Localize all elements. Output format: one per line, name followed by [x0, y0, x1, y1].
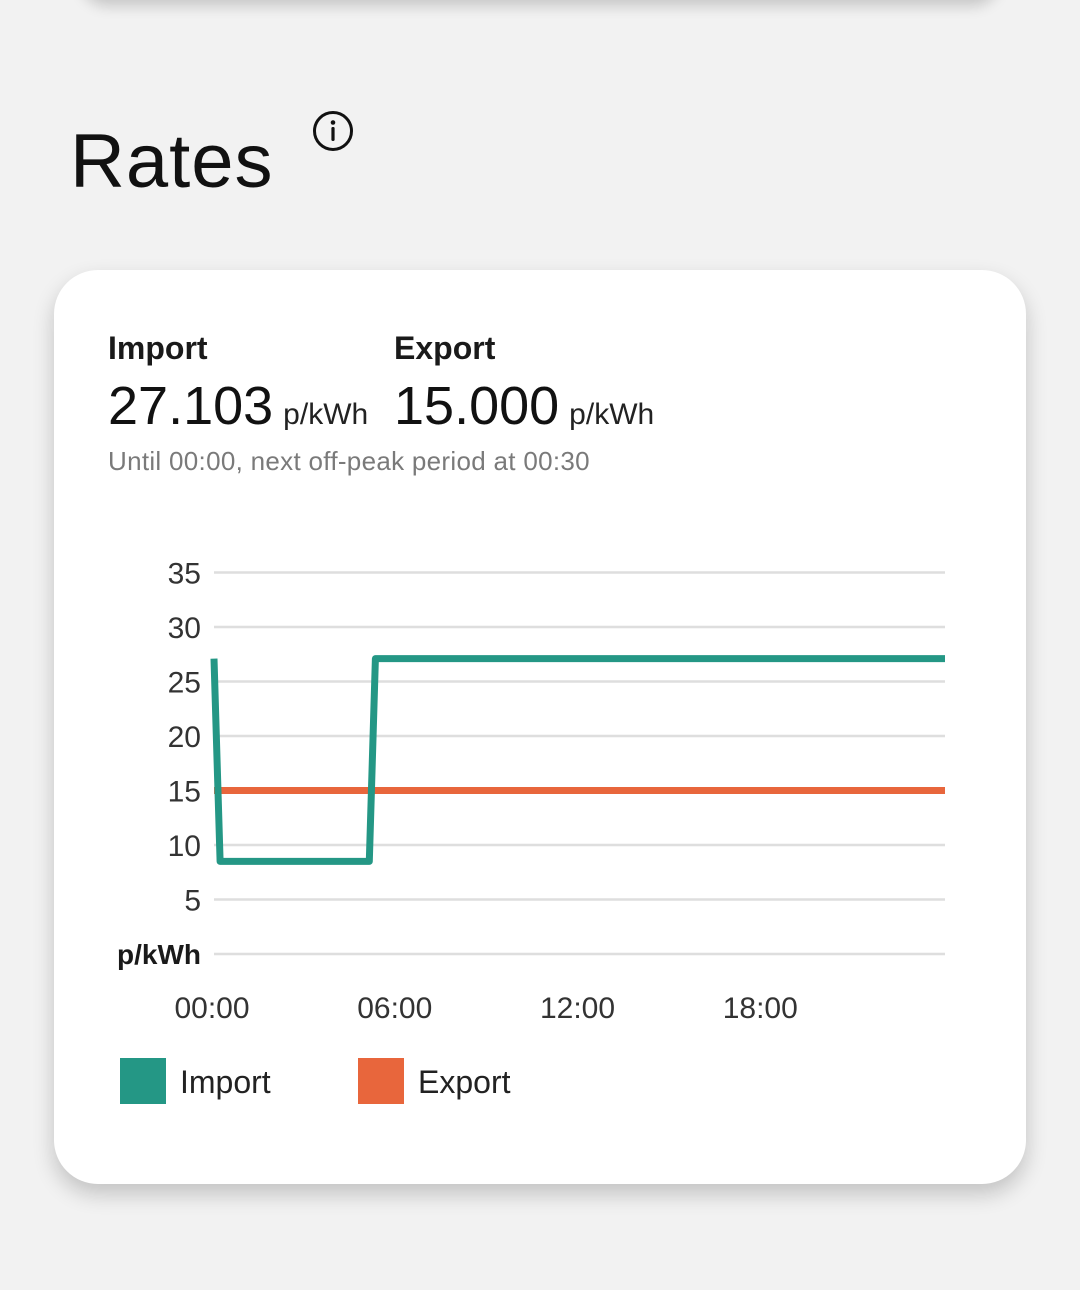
chart-series [210, 655, 945, 865]
y-axis-ticks: 35 30 25 20 15 10 5 [168, 558, 201, 918]
import-series-line [210, 655, 945, 865]
export-rate: Export 15.000 p/kWh [394, 328, 654, 438]
legend-export-label: Export [418, 1064, 511, 1100]
x-tick-label: 06:00 [357, 992, 432, 1025]
rates-card[interactable]: Import 27.103 p/kWh Export 15.000 p/kWh Un… [54, 270, 1026, 1184]
x-tick-label: 12:00 [540, 992, 615, 1025]
import-unit: p/kWh [283, 398, 369, 431]
y-tick-label: 10 [168, 830, 201, 863]
chart-gridlines [214, 571, 945, 956]
import-rate: Import 27.103 p/kWh [108, 328, 368, 438]
import-value: 27.103 [108, 376, 274, 436]
import-swatch [120, 1058, 166, 1104]
export-value: 15.000 [394, 376, 560, 436]
y-tick-label: 30 [168, 612, 201, 645]
off-peak-note: Until 00:00, next off-peak period at 00:… [108, 446, 590, 476]
y-tick-label: 15 [168, 776, 201, 809]
rates-section-header: Rates [70, 110, 570, 220]
import-label: Import [108, 330, 208, 366]
info-circle-icon[interactable] [312, 110, 354, 152]
y-tick-label: 35 [168, 558, 201, 591]
export-label: Export [394, 330, 496, 366]
y-axis-unit: p/kWh [117, 939, 201, 970]
section-title: Rates [70, 119, 274, 204]
legend-import-label: Import [180, 1064, 271, 1100]
export-swatch [358, 1058, 404, 1104]
y-tick-label: 20 [168, 721, 201, 754]
rates-chart[interactable]: 35 30 25 20 15 10 5 p/kWh 00:00 06:00 12:00 18:00 [54, 270, 1026, 1184]
y-tick-label: 5 [184, 885, 201, 918]
export-unit: p/kWh [569, 398, 655, 431]
x-tick-label: 00:00 [174, 992, 249, 1025]
y-tick-label: 25 [168, 667, 201, 700]
x-tick-label: 18:00 [723, 992, 798, 1025]
x-axis-ticks: 00:00 06:00 12:00 18:00 [174, 992, 797, 1025]
